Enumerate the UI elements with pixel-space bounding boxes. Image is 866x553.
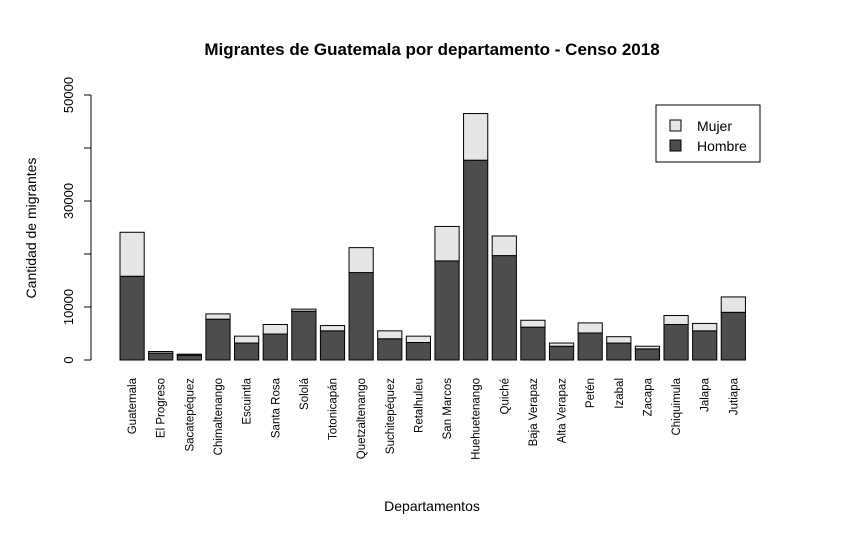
legend-box <box>655 104 761 163</box>
bar-mujer <box>377 330 403 340</box>
x-tick-label: Guatemala <box>127 377 139 434</box>
x-tick-label: Zacapa <box>642 377 654 416</box>
x-tick-label: Alta Verapaz <box>557 378 569 443</box>
y-tick-label: 0 <box>61 356 76 363</box>
x-tick-label: Santa Rosa <box>270 377 282 438</box>
bar-hombre <box>148 352 174 361</box>
bar-mujer <box>491 235 517 257</box>
bar-mujer <box>634 345 661 350</box>
x-tick-label: Chiquimula <box>671 377 683 435</box>
bar-hombre <box>663 323 689 361</box>
bar-mujer <box>463 113 489 161</box>
bar-hombre <box>119 275 145 361</box>
bar-mujer <box>119 231 145 277</box>
x-axis-labels: Guatemala El Progreso Sacatepéquez Chimalte… <box>127 377 740 459</box>
y-tick-label: 30000 <box>61 183 76 219</box>
bar-mujer <box>319 325 346 332</box>
y-tick-label: 10000 <box>61 289 76 325</box>
bar-mujer <box>262 323 288 335</box>
x-tick-label: Quetzaltenango <box>356 378 368 459</box>
x-tick-label: Huehuetenango <box>471 378 483 460</box>
x-tick-label: Chimaltenango <box>213 378 225 455</box>
bar-mujer <box>548 342 575 347</box>
legend: Mujer Hombre <box>655 104 761 163</box>
bar-hombre <box>520 326 546 361</box>
x-tick-label: Totonicapán <box>328 378 340 440</box>
bar-hombre <box>176 354 202 361</box>
bar-mujer <box>692 322 718 332</box>
x-tick-label: Petén <box>585 378 597 408</box>
x-tick-label: Retalhuleu <box>413 378 425 433</box>
bar-hombre <box>491 255 517 361</box>
bar-mujer <box>663 314 689 325</box>
legend-label-mujer: Mujer <box>697 118 732 134</box>
bar-hombre <box>405 342 431 361</box>
legend-swatch-hombre <box>669 139 682 152</box>
x-tick-label: El Progreso <box>156 378 168 438</box>
bar-mujer <box>348 247 374 274</box>
y-axis: 0 10000 30000 50000 <box>61 77 92 364</box>
bar-mujer <box>176 353 202 356</box>
bar-hombre <box>319 330 346 361</box>
bar-mujer <box>577 322 603 334</box>
bar-hombre <box>348 272 374 361</box>
bar-hombre <box>262 333 288 361</box>
bar-hombre <box>634 348 661 361</box>
x-tick-label: Baja Verapaz <box>528 378 540 447</box>
bar-mujer <box>291 308 317 312</box>
legend-label-hombre: Hombre <box>697 138 747 154</box>
x-tick-label: Sololá <box>299 377 311 410</box>
bar-hombre <box>720 311 746 361</box>
bar-hombre <box>548 345 575 361</box>
bar-mujer <box>434 225 460 262</box>
bar-mujer <box>234 335 260 344</box>
bar-mujer <box>205 313 231 320</box>
y-axis-label: Cantidad de migrantes <box>23 158 39 299</box>
bar-hombre <box>463 159 489 361</box>
bar-mujer <box>148 351 174 354</box>
bar-hombre <box>577 332 603 361</box>
bar-mujer <box>405 335 431 344</box>
x-tick-label: Izabal <box>614 378 626 409</box>
chart-title: Migrantes de Guatemala por departamento … <box>204 40 659 59</box>
bars <box>119 113 746 361</box>
x-tick-label: Jutiapa <box>728 377 740 415</box>
bar-hombre <box>234 342 260 361</box>
bar-hombre <box>606 342 632 361</box>
x-axis-label: Departamentos <box>384 498 480 514</box>
bar-hombre <box>291 310 317 361</box>
bar-hombre <box>692 330 718 361</box>
legend-swatch-mujer <box>669 119 682 132</box>
x-tick-label: Escuintla <box>242 377 254 424</box>
bar-hombre <box>205 318 231 361</box>
bar-hombre <box>434 260 460 361</box>
x-tick-label: Sacatepéquez <box>184 378 196 452</box>
bar-mujer <box>720 296 746 313</box>
bar-mujer <box>606 336 632 344</box>
x-tick-label: San Marcos <box>442 378 454 440</box>
bar-mujer <box>520 319 546 328</box>
x-tick-label: Suchitepéquez <box>385 378 397 454</box>
x-tick-label: Quiché <box>499 378 511 414</box>
bar-hombre <box>377 338 403 361</box>
y-tick-label: 50000 <box>61 77 76 113</box>
x-tick-label: Jalapa <box>700 377 712 411</box>
